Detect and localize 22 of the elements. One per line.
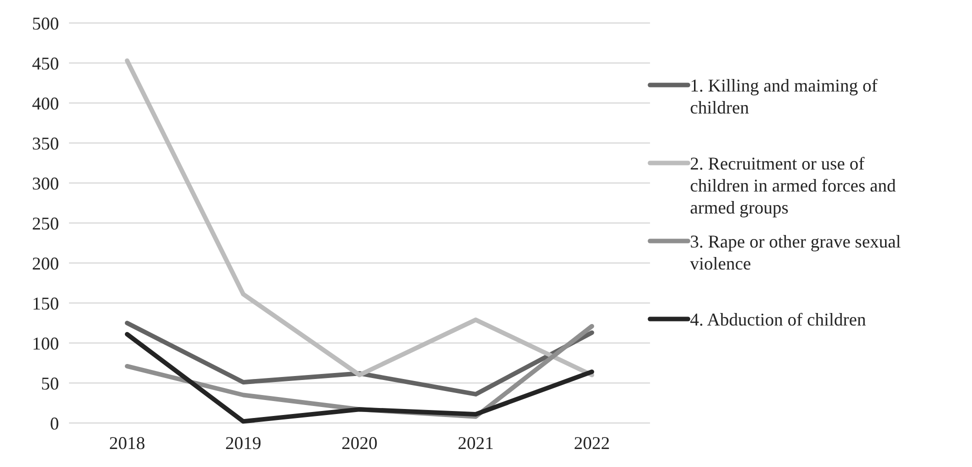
y-tick-label: 400 bbox=[32, 93, 59, 114]
legend-label: 2. Recruitment or use of children in armed forces and armed groups bbox=[690, 153, 896, 218]
line-series bbox=[124, 58, 594, 378]
y-tick-label: 50 bbox=[41, 373, 59, 394]
x-tick-label: 2018 bbox=[109, 433, 146, 453]
line-series bbox=[124, 320, 594, 396]
legend-label: 1. Killing and maiming of children bbox=[690, 75, 878, 118]
y-tick-label: 150 bbox=[32, 293, 59, 314]
y-tick-label: 250 bbox=[32, 213, 59, 234]
y-tick-label: 350 bbox=[32, 133, 59, 154]
x-tick-label: 2022 bbox=[574, 433, 610, 453]
legend-label: 4. Abduction of children bbox=[690, 309, 866, 330]
y-tick-label: 200 bbox=[32, 253, 59, 274]
y-tick-label: 300 bbox=[32, 173, 59, 194]
y-tick-label: 100 bbox=[32, 333, 59, 354]
y-tick-label: 500 bbox=[32, 13, 59, 34]
legend-label: 3. Rape or other grave sexual violence bbox=[690, 231, 901, 274]
x-tick-label: 2019 bbox=[225, 433, 262, 453]
x-tick-label: 2020 bbox=[342, 433, 378, 453]
x-tick-label: 2021 bbox=[458, 433, 494, 453]
y-tick-label: 0 bbox=[50, 413, 59, 434]
y-tick-label: 450 bbox=[32, 53, 59, 74]
